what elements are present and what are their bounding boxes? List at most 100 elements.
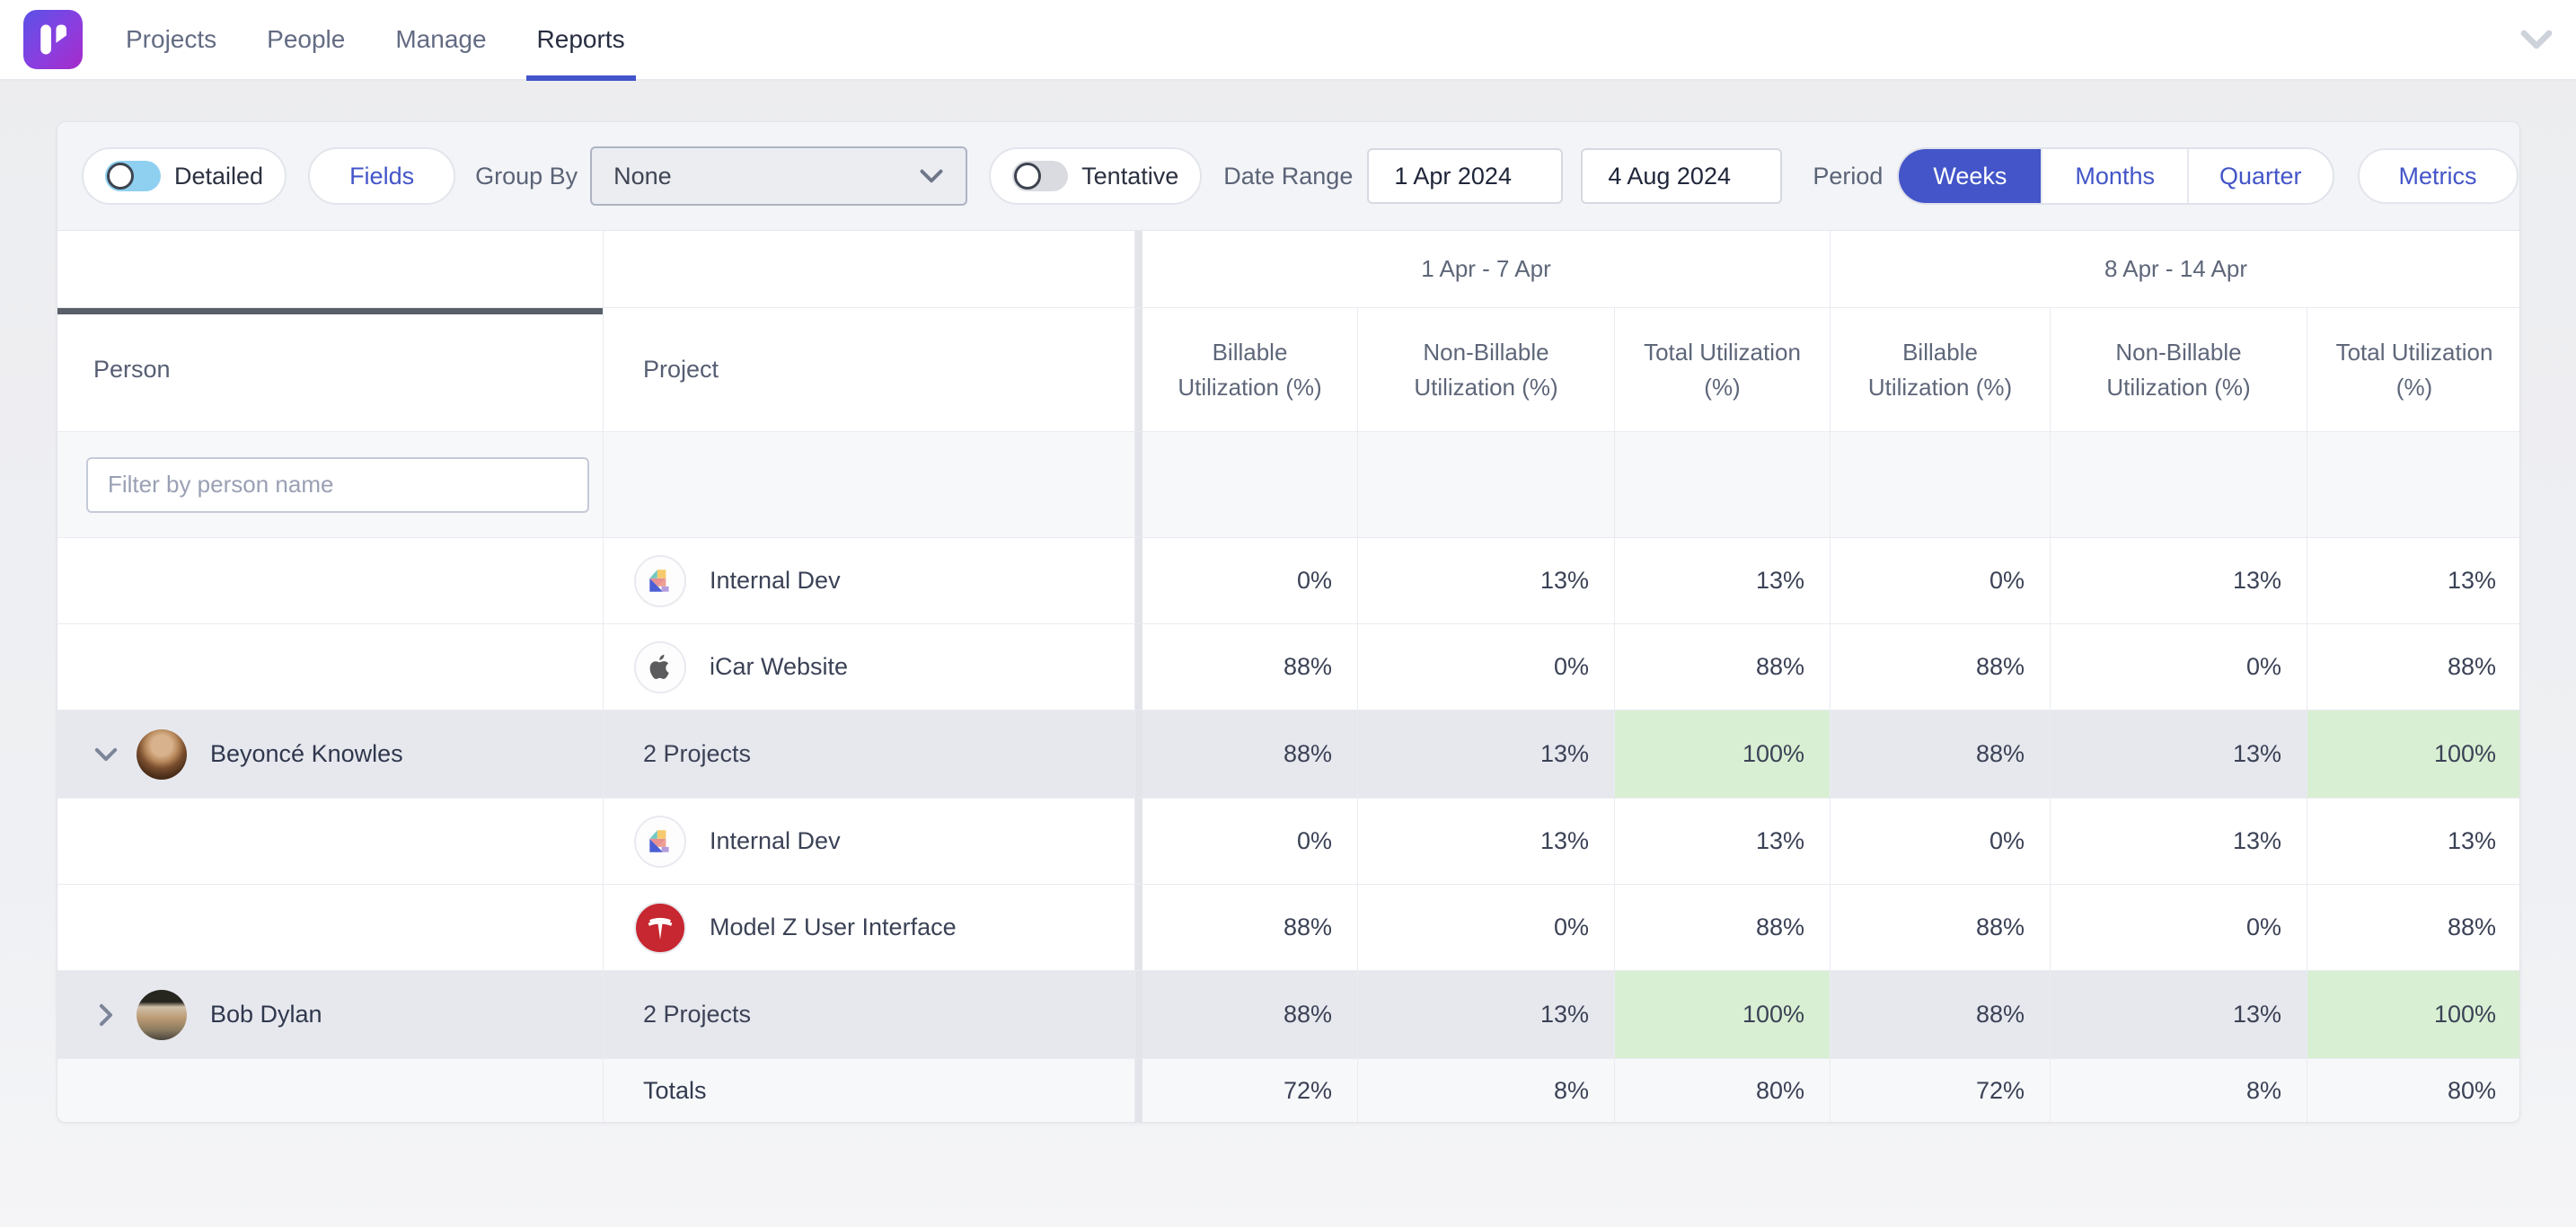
- project-name: Internal Dev: [710, 827, 841, 855]
- metric-header-nonbillable-w2[interactable]: Non-Billable Utilization (%): [2051, 308, 2307, 431]
- totals-label-cell: Totals: [604, 1059, 1135, 1122]
- period-option-months[interactable]: Months: [2042, 149, 2189, 203]
- totals-label: Totals: [643, 1077, 707, 1105]
- project-column-header[interactable]: Project: [604, 308, 1135, 431]
- week-group-1: 1 Apr - 7 Apr: [1142, 231, 1831, 307]
- pane-divider: [1135, 432, 1142, 537]
- totals-row: Totals72%8%80%72%8%80%: [57, 1059, 2519, 1122]
- date-end-input[interactable]: [1581, 148, 1782, 204]
- filter-row: [57, 432, 2519, 538]
- week-header-person-spacer: [57, 231, 604, 307]
- filter-spacer: [604, 432, 1135, 537]
- value-cell: 88%: [1142, 711, 1358, 798]
- week-header-project-spacer: [604, 231, 1135, 307]
- project-cell: Internal Dev: [604, 538, 1135, 623]
- period-label: Period: [1813, 163, 1883, 190]
- chevron-down-icon[interactable]: [93, 746, 119, 763]
- person-row[interactable]: Bob Dylan2 Projects88%13%100%88%13%100%: [57, 971, 2519, 1059]
- value-cell: 13%: [1615, 538, 1831, 623]
- pane-divider: [1135, 885, 1142, 970]
- group-by-value: None: [613, 163, 919, 190]
- value-cell: 0%: [1142, 799, 1358, 884]
- person-cell: [57, 799, 604, 884]
- value-cell: 100%: [2307, 971, 2520, 1058]
- person-name: Beyoncé Knowles: [210, 740, 403, 768]
- value-cell: 80%: [2307, 1059, 2520, 1122]
- tentative-toggle-pill[interactable]: Tentative: [989, 147, 1202, 205]
- period-option-weeks[interactable]: Weeks: [1899, 149, 2042, 203]
- nav-item-manage[interactable]: Manage: [395, 0, 486, 79]
- value-cell: 13%: [2307, 538, 2520, 623]
- project-cell: iCar Website: [604, 624, 1135, 710]
- week-group-2: 8 Apr - 14 Apr: [1831, 231, 2520, 307]
- value-cell: 0%: [1831, 538, 2051, 623]
- metric-header-total-w1[interactable]: Total Utilization (%): [1615, 308, 1831, 431]
- top-navbar: Projects People Manage Reports: [0, 0, 2576, 81]
- tesla-icon: [634, 902, 686, 954]
- person-cell: [57, 885, 604, 970]
- projects-summary-cell: 2 Projects: [604, 711, 1135, 798]
- week-header-row: 1 Apr - 7 Apr 8 Apr - 14 Apr: [57, 231, 2519, 308]
- nav-item-reports[interactable]: Reports: [537, 0, 625, 79]
- value-cell: 0%: [2051, 885, 2307, 970]
- person-filter-input[interactable]: [86, 457, 589, 513]
- runn-logo[interactable]: [23, 10, 83, 69]
- chevron-down-icon[interactable]: [2520, 29, 2553, 50]
- fields-button[interactable]: Fields: [308, 147, 455, 205]
- value-cell: 0%: [1831, 799, 2051, 884]
- detailed-label: Detailed: [174, 163, 263, 190]
- value-cell: 13%: [2051, 799, 2307, 884]
- metric-header-billable-w1[interactable]: Billable Utilization (%): [1142, 308, 1358, 431]
- value-cell: 0%: [1142, 538, 1358, 623]
- pane-divider: [1135, 231, 1142, 307]
- value-cell: 0%: [1358, 885, 1615, 970]
- metric-header-total-w2[interactable]: Total Utilization (%): [2307, 308, 2520, 431]
- detailed-toggle[interactable]: [105, 161, 161, 191]
- metric-header-nonbillable-w1[interactable]: Non-Billable Utilization (%): [1358, 308, 1615, 431]
- nav-item-people[interactable]: People: [267, 0, 345, 79]
- value-cell: 88%: [1615, 885, 1831, 970]
- person-column-header[interactable]: Person: [57, 308, 604, 431]
- period-segmented-control: Weeks Months Quarter: [1897, 147, 2333, 205]
- report-toolbar: Detailed Fields Group By None Tentative …: [57, 122, 2519, 231]
- value-cell: 88%: [2307, 885, 2520, 970]
- bob-avatar: [137, 990, 187, 1040]
- value-cell: 100%: [1615, 711, 1831, 798]
- person-cell: [57, 1059, 604, 1122]
- value-cell: 0%: [2051, 624, 2307, 710]
- project-name: Model Z User Interface: [710, 914, 957, 941]
- group-by-select[interactable]: None: [590, 146, 967, 206]
- value-cell: 100%: [1615, 971, 1831, 1058]
- value-cell: 88%: [1615, 624, 1831, 710]
- chevron-down-icon: [919, 168, 944, 184]
- project-cell: Model Z User Interface: [604, 885, 1135, 970]
- internal-dev-icon: [634, 816, 686, 868]
- utilization-table: 1 Apr - 7 Apr 8 Apr - 14 Apr Person Proj…: [57, 231, 2519, 1122]
- tentative-label: Tentative: [1081, 163, 1178, 190]
- column-header-row: Person Project Billable Utilization (%) …: [57, 308, 2519, 432]
- projects-summary-cell: 2 Projects: [604, 971, 1135, 1058]
- chevron-right-icon[interactable]: [93, 1003, 119, 1027]
- value-cell: 13%: [2051, 971, 2307, 1058]
- person-row[interactable]: Beyoncé Knowles2 Projects88%13%100%88%13…: [57, 711, 2519, 799]
- period-option-quarter[interactable]: Quarter: [2189, 149, 2333, 203]
- metric-header-billable-w2[interactable]: Billable Utilization (%): [1831, 308, 2051, 431]
- person-name: Bob Dylan: [210, 1001, 322, 1028]
- value-cell: 13%: [1615, 799, 1831, 884]
- detailed-toggle-pill[interactable]: Detailed: [82, 147, 287, 205]
- date-start-input[interactable]: [1367, 148, 1563, 204]
- value-cell: 8%: [1358, 1059, 1615, 1122]
- project-row: Internal Dev0%13%13%0%13%13%: [57, 538, 2519, 624]
- project-name: Internal Dev: [710, 567, 841, 595]
- internal-dev-icon: [634, 555, 686, 607]
- value-cell: 13%: [1358, 971, 1615, 1058]
- nav-item-projects[interactable]: Projects: [126, 0, 216, 79]
- metrics-button[interactable]: Metrics: [2358, 148, 2519, 204]
- value-cell: 72%: [1831, 1059, 2051, 1122]
- value-cell: 100%: [2307, 711, 2520, 798]
- value-cell: 13%: [2307, 799, 2520, 884]
- tentative-toggle[interactable]: [1012, 161, 1068, 191]
- pane-divider: [1135, 971, 1142, 1058]
- value-cell: 13%: [2051, 711, 2307, 798]
- project-row: Internal Dev0%13%13%0%13%13%: [57, 799, 2519, 885]
